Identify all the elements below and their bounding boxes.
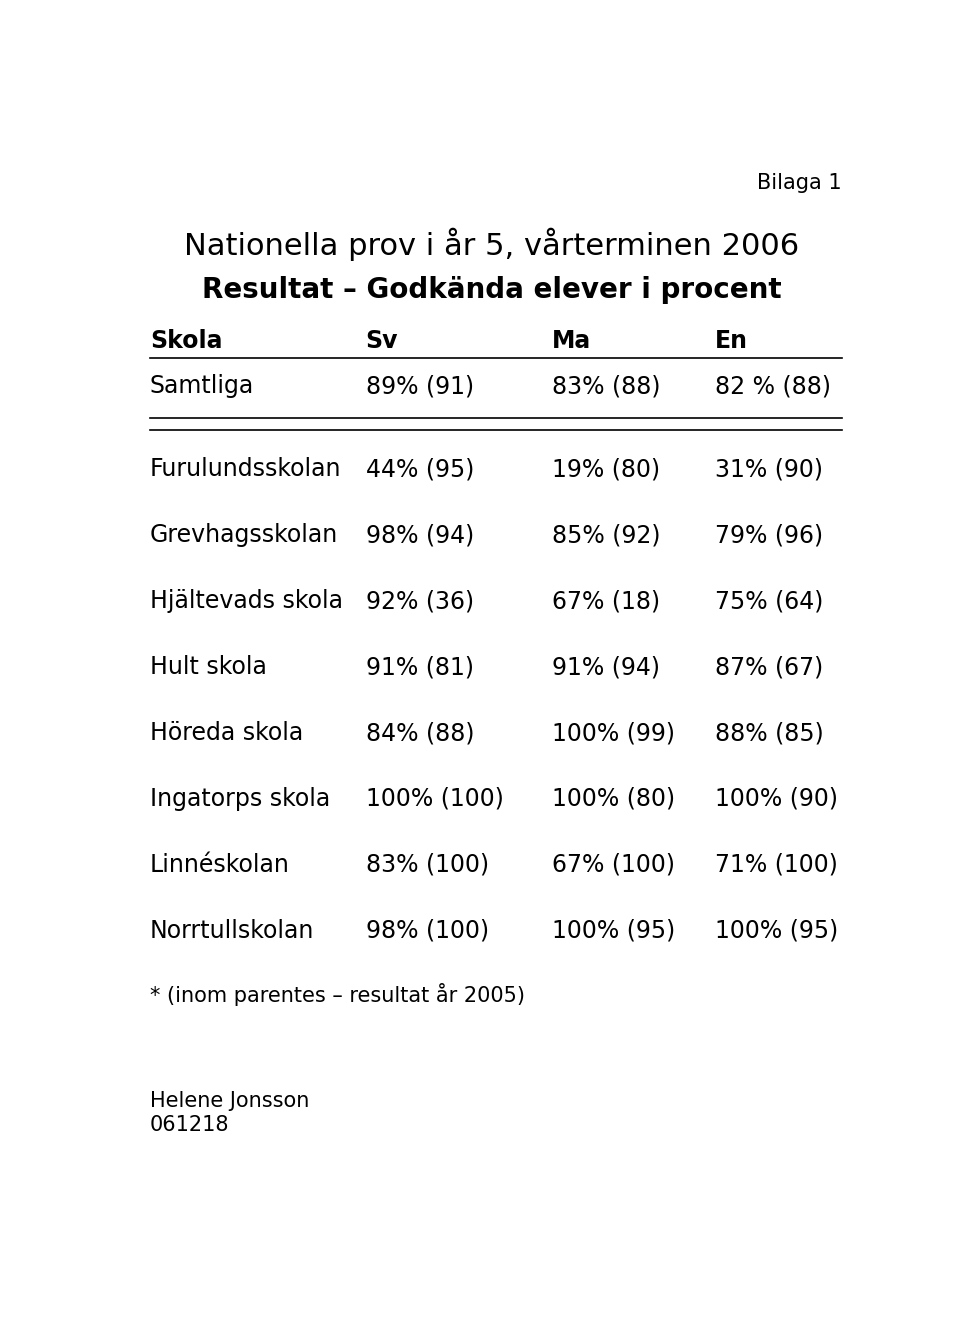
- Text: 79% (96): 79% (96): [715, 523, 824, 548]
- Text: 85% (92): 85% (92): [551, 523, 660, 548]
- Text: Höreda skola: Höreda skola: [150, 720, 303, 745]
- Text: 84% (88): 84% (88): [366, 720, 474, 745]
- Text: Skola: Skola: [150, 328, 223, 353]
- Text: En: En: [715, 328, 748, 353]
- Text: 75% (64): 75% (64): [715, 589, 824, 614]
- Text: Grevhagsskolan: Grevhagsskolan: [150, 523, 338, 548]
- Text: 100% (80): 100% (80): [551, 788, 675, 811]
- Text: 100% (95): 100% (95): [551, 919, 675, 943]
- Text: 31% (90): 31% (90): [715, 457, 824, 482]
- Text: 67% (100): 67% (100): [551, 853, 675, 877]
- Text: 67% (18): 67% (18): [551, 589, 660, 614]
- Text: 98% (94): 98% (94): [366, 523, 474, 548]
- Text: Furulundsskolan: Furulundsskolan: [150, 457, 341, 482]
- Text: Helene Jonsson: Helene Jonsson: [150, 1092, 309, 1112]
- Text: Hjältevads skola: Hjältevads skola: [150, 589, 343, 614]
- Text: 100% (90): 100% (90): [715, 788, 838, 811]
- Text: Bilaga 1: Bilaga 1: [757, 174, 842, 194]
- Text: 88% (85): 88% (85): [715, 720, 824, 745]
- Text: 83% (100): 83% (100): [366, 853, 489, 877]
- Text: 82 % (88): 82 % (88): [715, 374, 831, 398]
- Text: Ma: Ma: [551, 328, 590, 353]
- Text: Norrtullskolan: Norrtullskolan: [150, 919, 314, 943]
- Text: 061218: 061218: [150, 1115, 229, 1135]
- Text: Nationella prov i år 5, vårterminen 2006: Nationella prov i år 5, vårterminen 2006: [184, 228, 800, 261]
- Text: 83% (88): 83% (88): [551, 374, 660, 398]
- Text: Resultat – Godkända elever i procent: Resultat – Godkända elever i procent: [203, 275, 781, 304]
- Text: 91% (81): 91% (81): [366, 655, 473, 680]
- Text: Hult skola: Hult skola: [150, 655, 267, 680]
- Text: * (inom parentes – resultat år 2005): * (inom parentes – resultat år 2005): [150, 984, 525, 1006]
- Text: 100% (95): 100% (95): [715, 919, 838, 943]
- Text: 91% (94): 91% (94): [551, 655, 660, 680]
- Text: 92% (36): 92% (36): [366, 589, 473, 614]
- Text: 89% (91): 89% (91): [366, 374, 473, 398]
- Text: Ingatorps skola: Ingatorps skola: [150, 788, 330, 811]
- Text: 71% (100): 71% (100): [715, 853, 838, 877]
- Text: 87% (67): 87% (67): [715, 655, 824, 680]
- Text: Linnéskolan: Linnéskolan: [150, 853, 290, 877]
- Text: Sv: Sv: [366, 328, 398, 353]
- Text: 19% (80): 19% (80): [551, 457, 660, 482]
- Text: 44% (95): 44% (95): [366, 457, 474, 482]
- Text: 100% (100): 100% (100): [366, 788, 503, 811]
- Text: 98% (100): 98% (100): [366, 919, 489, 943]
- Text: Samtliga: Samtliga: [150, 374, 254, 398]
- Text: 100% (99): 100% (99): [551, 720, 675, 745]
